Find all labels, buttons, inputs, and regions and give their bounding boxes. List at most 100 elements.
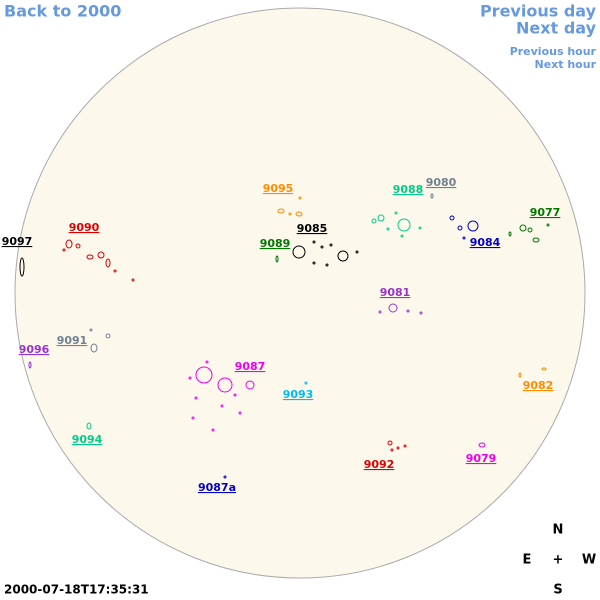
sunspot: [211, 428, 215, 432]
sunspot: [275, 255, 279, 263]
previous-hour-link[interactable]: Previous hour: [510, 45, 597, 58]
next-hour-link[interactable]: Next hour: [535, 58, 597, 71]
sunspot: [325, 263, 329, 267]
sunspot: [532, 237, 540, 243]
region-link[interactable]: 9097: [2, 235, 33, 248]
sunspot: [329, 243, 333, 247]
region-link[interactable]: 9090: [69, 221, 100, 234]
region-link[interactable]: 9096: [19, 343, 50, 356]
region-link[interactable]: 9081: [380, 286, 411, 299]
sunspot: [245, 380, 255, 390]
timestamp: 2000-07-18T17:35:31: [4, 583, 149, 597]
sunspot: [89, 328, 93, 332]
sunspot: [546, 223, 550, 227]
sunspot: [188, 376, 192, 380]
region-link[interactable]: 9082: [523, 379, 554, 392]
sunspot: [194, 396, 198, 400]
sunspot: [288, 212, 292, 216]
sunspot: [298, 196, 302, 200]
sunspot: [105, 258, 111, 268]
sunspot: [312, 261, 316, 265]
sunspot: [320, 245, 324, 249]
region-link[interactable]: 9093: [283, 388, 314, 401]
sunspot: [205, 360, 209, 364]
compass-center: +: [553, 553, 564, 568]
sunspot: [508, 231, 512, 237]
region-link[interactable]: 9087a: [198, 481, 236, 494]
sunspot: [86, 254, 94, 260]
region-link[interactable]: 9087: [235, 360, 266, 373]
sunspot: [238, 411, 242, 415]
back-link[interactable]: Back to 2000: [4, 2, 121, 21]
sunspot: [519, 224, 527, 232]
sunspot: [220, 404, 224, 408]
sunspot: [397, 218, 411, 232]
sunspot: [527, 227, 533, 233]
compass-south: S: [553, 583, 562, 598]
sunspot: [105, 333, 111, 339]
sunspot: [217, 377, 233, 393]
sunspot: [386, 227, 390, 231]
sunspot: [478, 442, 486, 448]
compass-west: W: [582, 553, 596, 568]
sunspot: [449, 215, 455, 221]
sunspot: [462, 236, 466, 240]
region-link[interactable]: 9088: [393, 183, 424, 196]
sunspot: [28, 361, 32, 369]
sunspot: [430, 193, 434, 199]
sunspot: [355, 250, 359, 254]
region-link[interactable]: 9094: [72, 433, 103, 446]
sunspot: [75, 243, 81, 249]
sunspot: [394, 211, 398, 215]
region-link[interactable]: 9089: [260, 237, 291, 250]
sunspot: [541, 367, 547, 371]
sunspot: [19, 257, 25, 277]
sunspot: [406, 309, 410, 313]
region-link[interactable]: 9077: [530, 206, 561, 219]
region-link[interactable]: 9084: [470, 236, 501, 249]
sunspot: [65, 239, 73, 249]
sunspot: [403, 444, 407, 448]
sunspot: [371, 218, 377, 224]
sunspot: [312, 240, 316, 244]
region-link[interactable]: 9085: [297, 222, 328, 235]
region-link[interactable]: 9091: [57, 334, 88, 347]
region-link[interactable]: 9092: [364, 458, 395, 471]
sunspot: [191, 416, 195, 420]
region-link[interactable]: 9095: [263, 182, 294, 195]
sunspot: [400, 234, 404, 238]
sunspot: [292, 245, 306, 259]
sunspot: [195, 366, 213, 384]
region-link[interactable]: 9079: [466, 452, 497, 465]
sunspot: [86, 422, 92, 430]
solar-disk: [14, 7, 586, 579]
sunspot: [467, 220, 479, 232]
sunspot: [419, 311, 423, 315]
sunspot: [295, 211, 303, 217]
sunspot: [113, 269, 117, 273]
sunspot: [418, 226, 422, 230]
next-day-link[interactable]: Next day: [516, 19, 597, 38]
sunspot: [277, 208, 285, 214]
sunspot: [396, 446, 400, 450]
region-link[interactable]: 9080: [426, 176, 457, 189]
previous-day-link[interactable]: Previous day: [480, 2, 597, 21]
sunspot: [223, 475, 227, 479]
sunspot: [390, 448, 394, 452]
compass-north: N: [553, 523, 564, 538]
sunspot: [233, 393, 237, 397]
compass-east: E: [523, 553, 532, 568]
sunspot: [388, 303, 398, 313]
sunspot: [131, 278, 135, 282]
sunspot: [378, 310, 382, 314]
sunspot: [337, 250, 349, 262]
sunspot: [62, 248, 66, 252]
sunspot: [457, 225, 463, 231]
sunspot: [377, 214, 385, 222]
sunspot: [518, 372, 522, 378]
sunspot: [304, 381, 308, 385]
sunspot: [387, 440, 393, 446]
sunspot: [97, 251, 105, 259]
